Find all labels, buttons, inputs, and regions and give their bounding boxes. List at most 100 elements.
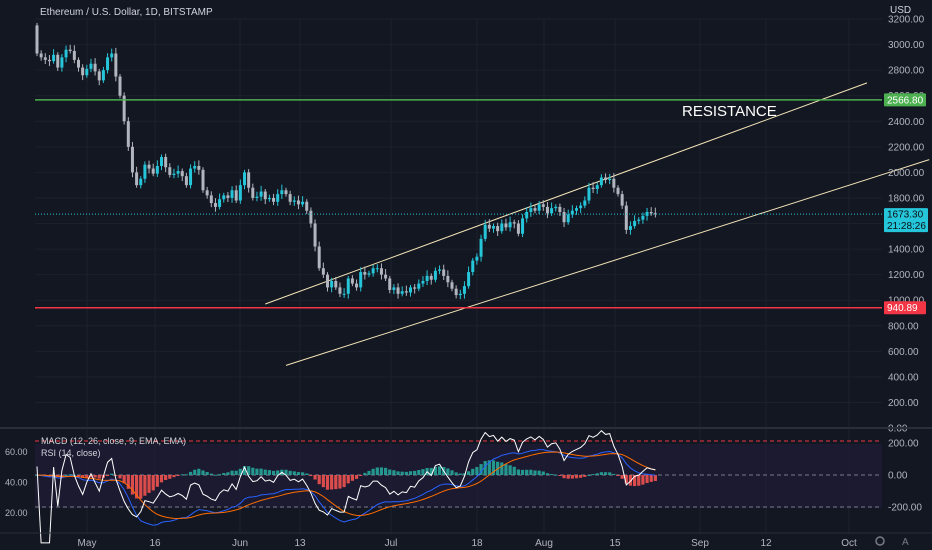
candle-body[interactable] xyxy=(168,167,172,175)
candle-body[interactable] xyxy=(222,195,226,200)
candle-body[interactable] xyxy=(160,157,163,166)
candle-body[interactable] xyxy=(43,57,47,60)
candle-body[interactable] xyxy=(342,293,346,295)
candle-body[interactable] xyxy=(462,286,466,294)
candle-body[interactable] xyxy=(396,287,400,294)
candle-body[interactable] xyxy=(126,121,130,147)
candle-body[interactable] xyxy=(35,25,39,54)
candle-body[interactable] xyxy=(521,218,525,234)
candle-body[interactable] xyxy=(296,200,300,205)
candle-body[interactable] xyxy=(458,293,462,296)
candle-body[interactable] xyxy=(409,287,412,293)
candle-body[interactable] xyxy=(218,199,222,207)
candle-body[interactable] xyxy=(612,178,616,188)
candle-body[interactable] xyxy=(454,288,458,296)
candle-body[interactable] xyxy=(155,165,159,174)
candle-body[interactable] xyxy=(371,268,375,274)
candle-body[interactable] xyxy=(234,190,238,201)
candle-body[interactable] xyxy=(139,178,143,186)
candle-body[interactable] xyxy=(189,168,193,186)
candle-body[interactable] xyxy=(595,185,599,189)
candle-body[interactable] xyxy=(653,213,657,215)
candle-body[interactable] xyxy=(118,76,122,96)
candle-body[interactable] xyxy=(550,208,554,214)
candle-body[interactable] xyxy=(72,50,76,60)
candle-body[interactable] xyxy=(143,164,147,179)
candle-body[interactable] xyxy=(172,173,176,175)
candle-body[interactable] xyxy=(570,210,574,215)
candle-body[interactable] xyxy=(442,269,446,276)
candle-body[interactable] xyxy=(184,176,188,186)
candle-body[interactable] xyxy=(554,206,558,209)
candle-body[interactable] xyxy=(305,201,309,211)
gear-icon[interactable] xyxy=(875,536,885,546)
symbol-title[interactable]: Ethereum / U.S. Dollar, 1D, BITSTAMP xyxy=(40,7,213,18)
candle-body[interactable] xyxy=(288,194,292,202)
candle-body[interactable] xyxy=(438,269,442,271)
candle-body[interactable] xyxy=(280,190,284,195)
channel-lower-line[interactable] xyxy=(285,159,930,366)
candle-body[interactable] xyxy=(628,226,632,230)
candle-body[interactable] xyxy=(417,283,421,289)
candle-body[interactable] xyxy=(633,220,637,227)
candle-body[interactable] xyxy=(492,226,495,229)
candle-body[interactable] xyxy=(545,206,549,214)
candle-body[interactable] xyxy=(251,187,255,198)
candle-body[interactable] xyxy=(56,54,60,68)
candle-body[interactable] xyxy=(616,187,620,195)
candle-body[interactable] xyxy=(267,197,271,200)
candle-body[interactable] xyxy=(101,70,105,81)
time-axis[interactable]: May 16 Jun 13 Jul 18 Aug 15 Sep 12 Oct xyxy=(78,538,857,549)
candle-body[interactable] xyxy=(367,273,371,275)
candle-body[interactable] xyxy=(238,185,242,201)
candle-body[interactable] xyxy=(512,222,516,224)
candle-body[interactable] xyxy=(363,272,367,275)
candle-body[interactable] xyxy=(591,187,595,189)
candle-body[interactable] xyxy=(599,177,603,186)
candle-body[interactable] xyxy=(334,281,338,288)
candle-body[interactable] xyxy=(375,268,379,270)
candle-body[interactable] xyxy=(110,53,114,58)
candle-body[interactable] xyxy=(330,281,334,288)
candle-body[interactable] xyxy=(338,287,342,294)
candle-body[interactable] xyxy=(450,282,454,289)
candle-body[interactable] xyxy=(620,194,624,206)
candle-body[interactable] xyxy=(68,49,72,51)
candle-body[interactable] xyxy=(525,211,529,219)
candle-body[interactable] xyxy=(355,283,359,288)
macd-legend[interactable]: MACD (12, 26, close, 9, EMA, EMA) xyxy=(41,436,186,446)
candle-body[interactable] xyxy=(301,201,305,205)
candle-body[interactable] xyxy=(176,171,180,174)
candle-body[interactable] xyxy=(122,95,126,122)
candle-body[interactable] xyxy=(97,71,101,81)
candle-body[interactable] xyxy=(193,165,197,169)
candle-body[interactable] xyxy=(446,275,450,283)
candle-body[interactable] xyxy=(326,274,329,288)
candle-body[interactable] xyxy=(413,287,417,289)
candle-body[interactable] xyxy=(429,275,433,280)
candle-body[interactable] xyxy=(404,291,408,293)
candle-body[interactable] xyxy=(583,200,587,206)
rsi-legend[interactable]: RSI (14, close) xyxy=(41,448,101,458)
candle-body[interactable] xyxy=(624,205,628,230)
candle-body[interactable] xyxy=(197,165,201,170)
candle-body[interactable] xyxy=(147,164,151,169)
candle-body[interactable] xyxy=(379,268,383,275)
channel-upper-line[interactable] xyxy=(265,82,868,305)
candle-body[interactable] xyxy=(255,196,259,198)
candle-body[interactable] xyxy=(209,195,213,204)
candle-body[interactable] xyxy=(276,194,280,202)
candle-body[interactable] xyxy=(604,177,608,181)
candle-body[interactable] xyxy=(475,256,479,261)
candle-body[interactable] xyxy=(77,59,80,68)
candle-body[interactable] xyxy=(60,57,64,68)
candle-body[interactable] xyxy=(487,224,491,229)
candle-body[interactable] xyxy=(272,197,276,202)
candle-body[interactable] xyxy=(384,274,388,279)
candle-body[interactable] xyxy=(64,49,68,58)
candle-body[interactable] xyxy=(164,157,168,168)
candle-body[interactable] xyxy=(579,205,583,209)
candle-body[interactable] xyxy=(81,67,85,76)
candle-body[interactable] xyxy=(321,268,325,275)
